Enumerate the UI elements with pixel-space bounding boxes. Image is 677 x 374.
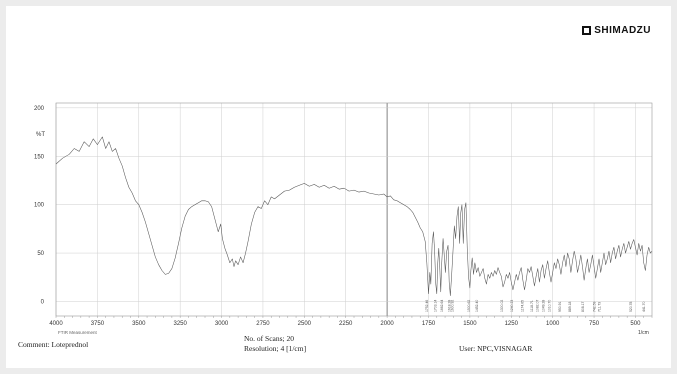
x-tick-label: 3750 bbox=[91, 321, 105, 327]
y-tick-label: 200 bbox=[34, 106, 45, 112]
peak-label: 889.18 bbox=[568, 302, 572, 312]
x-tick-label: 500 bbox=[630, 321, 641, 327]
x-tick-label: 2500 bbox=[298, 321, 312, 327]
tick-labels: 4000 3750 3500 3250 3000 2750 2500 2250 2000 1750… bbox=[34, 106, 641, 327]
comment-text: Comment: Loteprednol bbox=[18, 340, 89, 349]
scans-text: No. of Scans; 20 bbox=[244, 334, 294, 343]
x-tick-label: 1250 bbox=[505, 321, 519, 327]
peak-label: 742.59 bbox=[592, 302, 596, 312]
plot-frame bbox=[55, 102, 653, 317]
peak-label: 1240.23 bbox=[510, 300, 514, 312]
x-tick-label: 3000 bbox=[215, 321, 229, 327]
x-tick-label: 1000 bbox=[546, 321, 560, 327]
peak-label: 441.70 bbox=[642, 302, 646, 312]
x-tick-label: 1750 bbox=[422, 321, 436, 327]
peak-label: 520.78 bbox=[629, 302, 633, 312]
y-axis-label: %T bbox=[36, 132, 45, 138]
resolution-text: Resolution; 4 [1/cm] bbox=[244, 344, 307, 353]
x-tick-label: 2000 bbox=[380, 321, 394, 327]
peak-label: 1618.28 bbox=[447, 300, 451, 312]
ftir-spectrum-chart: 4000 3750 3500 3250 3000 2750 2500 2250 2000 1750… bbox=[34, 102, 653, 336]
peak-label: 1049.28 bbox=[541, 300, 545, 312]
spectrum-series bbox=[55, 136, 653, 296]
peak-label: 1118.71 bbox=[530, 300, 534, 312]
peak-label: 1082.07 bbox=[536, 300, 540, 312]
brand-name: SHIMADZU bbox=[594, 25, 651, 36]
x-axis-unit: 1/cm bbox=[638, 330, 649, 336]
peak-label: 1300.02 bbox=[500, 300, 504, 312]
peak-label: 1452.40 bbox=[475, 300, 479, 312]
x-tick-label: 750 bbox=[589, 321, 600, 327]
axes bbox=[55, 102, 653, 318]
spectrum-line bbox=[55, 136, 653, 296]
y-tick-label: 50 bbox=[37, 251, 44, 257]
peak-label: 1662.64 bbox=[440, 300, 444, 312]
peak-label: 1703.14 bbox=[433, 300, 437, 312]
x-tick-label: 2250 bbox=[339, 321, 353, 327]
x-tick-label: 1500 bbox=[463, 321, 477, 327]
report-page: SHIMADZU 4000 3750 3500 3250 3000 2750 2500 225… bbox=[6, 6, 671, 368]
peak-label: 1010.70 bbox=[548, 300, 552, 312]
brand-logo: SHIMADZU bbox=[582, 25, 651, 36]
y-tick-label: 150 bbox=[34, 154, 45, 160]
peak-label: 711.73 bbox=[598, 302, 602, 312]
peak-label: 1600.92 bbox=[450, 300, 454, 312]
x-tick-label: 3250 bbox=[173, 321, 187, 327]
x-tick-label: 4000 bbox=[49, 321, 63, 327]
shimadzu-logo-icon bbox=[582, 26, 592, 35]
x-tick-label: 2750 bbox=[256, 321, 270, 327]
peak-label: 950.91 bbox=[558, 302, 562, 312]
peak-label: 808.17 bbox=[581, 302, 585, 312]
y-tick-label: 100 bbox=[34, 203, 45, 209]
peak-label: 1500.62 bbox=[467, 300, 471, 312]
grid-lines bbox=[55, 103, 652, 316]
peak-label: 1752.46 bbox=[425, 300, 429, 312]
peak-label: 1174.65 bbox=[521, 300, 525, 312]
user-text: User: NPC,VISNAGAR bbox=[459, 344, 533, 353]
x-axis-caption: FTIR Measurement bbox=[58, 330, 98, 335]
x-tick-label: 3500 bbox=[132, 321, 146, 327]
y-tick-label: 0 bbox=[41, 299, 45, 305]
